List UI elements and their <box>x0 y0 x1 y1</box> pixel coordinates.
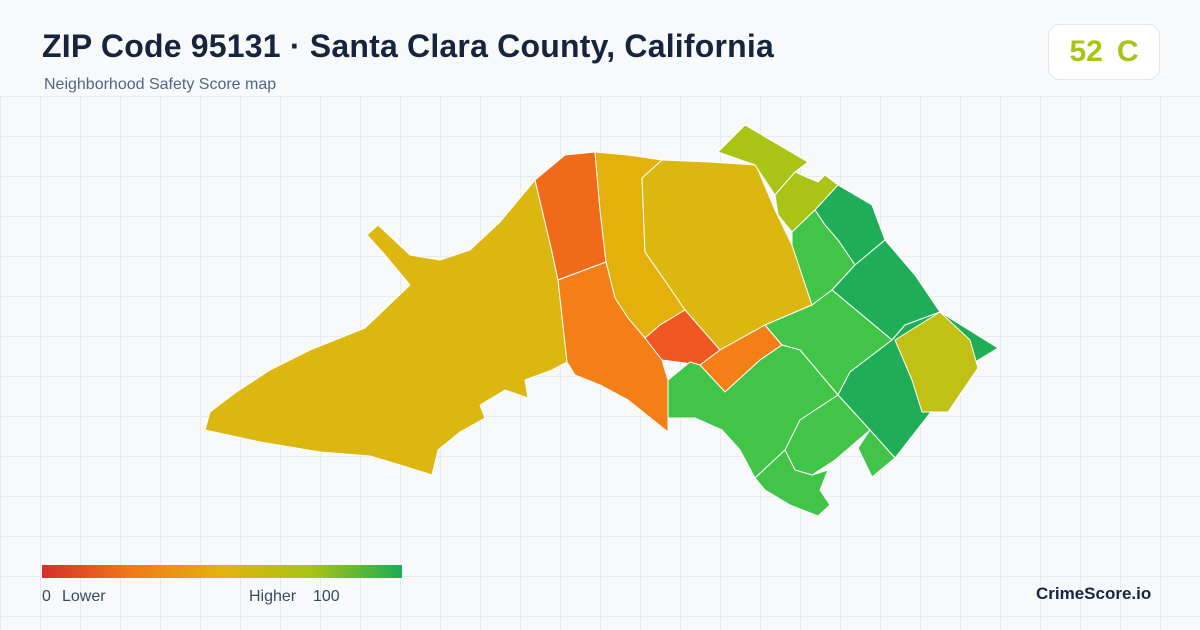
page-title: ZIP Code 95131 · Santa Clara County, Cal… <box>42 28 774 64</box>
legend-max-label: Higher <box>249 588 297 605</box>
map-region-south-area-2[interactable] <box>754 449 831 517</box>
page-subtitle: Neighborhood Safety Score map <box>44 76 277 93</box>
score-badge: 52 C <box>1048 24 1160 80</box>
map-region-south-small[interactable] <box>857 429 896 478</box>
map-region-west-large-area[interactable] <box>204 179 568 476</box>
legend-max-value: 100 <box>313 588 340 605</box>
score-value: 52 <box>1069 35 1103 68</box>
header <box>0 0 1200 96</box>
legend-gradient-bar <box>42 565 402 578</box>
legend-min-value: 0 <box>42 588 51 605</box>
brand-logo-text: CrimeScore.io <box>1036 584 1152 603</box>
score-grade: C <box>1116 35 1139 68</box>
map-region-east-yellow-area[interactable] <box>894 311 979 413</box>
legend-min-label: Lower <box>62 588 106 605</box>
